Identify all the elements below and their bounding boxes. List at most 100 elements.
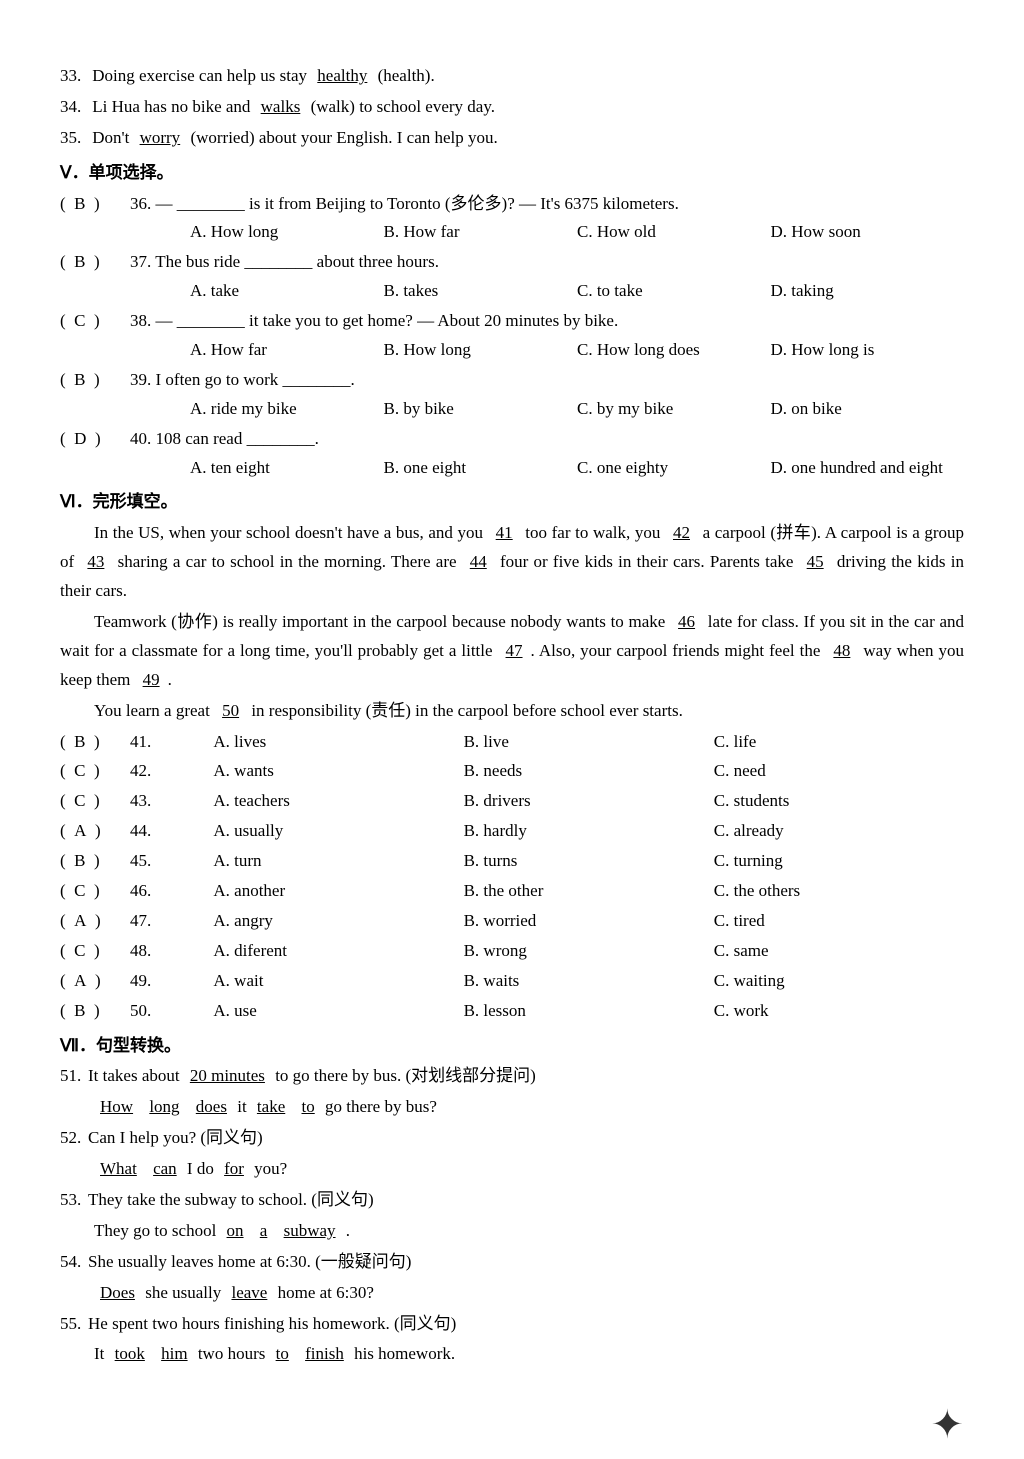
transform-question: 51.It takes about 20 minutes to go there…	[60, 1062, 964, 1091]
option-b: B. by bike	[384, 395, 578, 424]
q-num: 35.	[60, 124, 88, 153]
option-c: C. How long does	[577, 336, 771, 365]
answer: walks	[255, 97, 307, 116]
option-c: C. life	[714, 728, 964, 757]
option-a: A. wait	[213, 967, 463, 996]
option-c: C. waiting	[714, 967, 964, 996]
q-num: 34.	[60, 93, 88, 122]
q-text: (worried) about your English. I can help…	[190, 128, 497, 147]
q-num: 33.	[60, 62, 88, 91]
option-a: A. use	[213, 997, 463, 1026]
answer: healthy	[311, 66, 373, 85]
passage-p1: In the US, when your school doesn't have…	[60, 519, 964, 606]
option-c: C. by my bike	[577, 395, 771, 424]
q-text: Don't	[92, 128, 133, 147]
passage-p3: You learn a great 50 in responsibility (…	[60, 697, 964, 726]
option-d: D. taking	[771, 277, 965, 306]
option-c: C. turning	[714, 847, 964, 876]
option-b: B. turns	[464, 847, 714, 876]
mcq-question: ( B )39. I often go to work ________.A. …	[60, 366, 964, 424]
option-a: A. lives	[213, 728, 463, 757]
option-a: A. How far	[190, 336, 384, 365]
fill-34: 34. Li Hua has no bike and walks (walk) …	[60, 93, 964, 122]
answer-paren: ( B )	[60, 728, 130, 757]
option-b: B. worried	[464, 907, 714, 936]
answer-paren: ( B )	[60, 190, 130, 248]
cloze-option-row: ( A )49.A. waitB. waitsC. waiting	[60, 967, 964, 996]
q-num: 43.	[130, 787, 213, 816]
option-a: A. teachers	[213, 787, 463, 816]
option-a: A. ten eight	[190, 454, 384, 483]
option-b: B. needs	[464, 757, 714, 786]
option-b: B. lesson	[464, 997, 714, 1026]
option-a: A. angry	[213, 907, 463, 936]
decorative-star-icon: ✦	[930, 1391, 964, 1459]
option-b: B. How far	[384, 218, 578, 247]
option-c: C. to take	[577, 277, 771, 306]
option-a: A. wants	[213, 757, 463, 786]
option-c: C. the others	[714, 877, 964, 906]
option-a: A. usually	[213, 817, 463, 846]
cloze-option-row: ( B )45.A. turnB. turnsC. turning	[60, 847, 964, 876]
answer-paren: ( B )	[60, 847, 130, 876]
q-text: Doing exercise can help us stay	[92, 66, 311, 85]
q-stem: 38. — ________ it take you to get home? …	[130, 307, 964, 336]
option-c: C. How old	[577, 218, 771, 247]
option-c: C. already	[714, 817, 964, 846]
option-b: B. waits	[464, 967, 714, 996]
q-stem: 40. 108 can read ________.	[130, 425, 964, 454]
option-a: A. another	[213, 877, 463, 906]
answer-paren: ( C )	[60, 787, 130, 816]
option-b: B. drivers	[464, 787, 714, 816]
transform-question: 53.They take the subway to school. (同义句)	[60, 1186, 964, 1215]
section-7-title: Ⅶ．句型转换。	[60, 1032, 964, 1061]
option-b: B. live	[464, 728, 714, 757]
option-c: C. work	[714, 997, 964, 1026]
mcq-question: ( C )38. — ________ it take you to get h…	[60, 307, 964, 365]
option-c: C. one eighty	[577, 454, 771, 483]
transform-question: 55.He spent two hours finishing his home…	[60, 1310, 964, 1339]
q-num: 41.	[130, 728, 213, 757]
option-a: A. diferent	[213, 937, 463, 966]
section-5-title: Ⅴ．单项选择。	[60, 159, 964, 188]
mcq-question: ( D )40. 108 can read ________.A. ten ei…	[60, 425, 964, 483]
answer-paren: ( A )	[60, 907, 130, 936]
answer-paren: ( C )	[60, 937, 130, 966]
option-c: C. students	[714, 787, 964, 816]
answer-paren: ( B )	[60, 997, 130, 1026]
option-a: A. turn	[213, 847, 463, 876]
transform-answer: How long does it take to go there by bus…	[60, 1093, 964, 1122]
answer-paren: ( C )	[60, 757, 130, 786]
q-num: 49.	[130, 967, 213, 996]
fill-35: 35. Don't worry (worried) about your Eng…	[60, 124, 964, 153]
transform-answer: What can I do for you?	[60, 1155, 964, 1184]
q-num: 42.	[130, 757, 213, 786]
answer: worry	[134, 128, 187, 147]
q-num: 48.	[130, 937, 213, 966]
passage-p2: Teamwork (协作) is really important in the…	[60, 608, 964, 695]
q-num: 45.	[130, 847, 213, 876]
option-d: D. on bike	[771, 395, 965, 424]
q-text: (walk) to school every day.	[311, 97, 495, 116]
cloze-option-row: ( C )43.A. teachersB. driversC. students	[60, 787, 964, 816]
answer-paren: ( C )	[60, 877, 130, 906]
transform-answer: They go to school on a subway .	[60, 1217, 964, 1246]
option-c: C. tired	[714, 907, 964, 936]
q-stem: 39. I often go to work ________.	[130, 366, 964, 395]
answer-paren: ( A )	[60, 817, 130, 846]
q-num: 44.	[130, 817, 213, 846]
cloze-option-row: ( B )50.A. useB. lessonC. work	[60, 997, 964, 1026]
option-d: D. one hundred and eight	[771, 454, 965, 483]
option-b: B. one eight	[384, 454, 578, 483]
transform-question: 54.She usually leaves home at 6:30. (一般疑…	[60, 1248, 964, 1277]
cloze-option-row: ( A )47.A. angryB. worriedC. tired	[60, 907, 964, 936]
mcq-question: ( B )36. — ________ is it from Beijing t…	[60, 190, 964, 248]
section-6-title: Ⅵ．完形填空。	[60, 488, 964, 517]
transform-answer: It took him two hours to finish his home…	[60, 1340, 964, 1369]
option-a: A. How long	[190, 218, 384, 247]
answer-paren: ( C )	[60, 307, 130, 365]
mcq-question: ( B )37. The bus ride ________ about thr…	[60, 248, 964, 306]
cloze-option-row: ( C )42.A. wantsB. needsC. need	[60, 757, 964, 786]
answer-paren: ( B )	[60, 248, 130, 306]
cloze-option-row: ( B )41.A. livesB. liveC. life	[60, 728, 964, 757]
